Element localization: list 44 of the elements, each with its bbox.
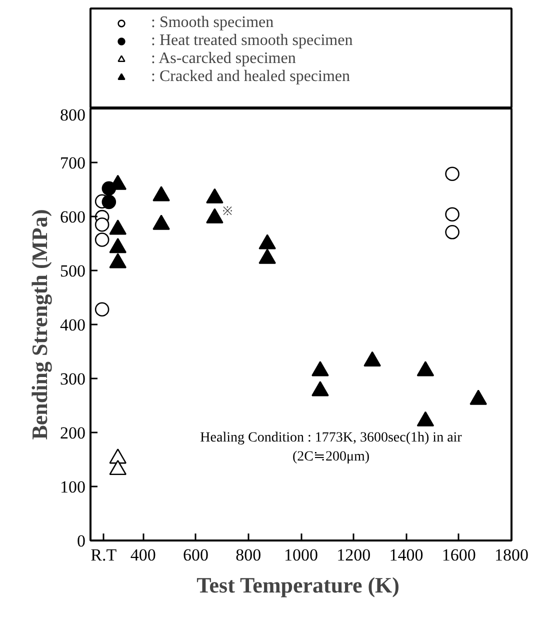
point: [109, 220, 127, 235]
y-tick-label: 700: [60, 154, 86, 172]
x-tick-label: 1800: [494, 546, 528, 564]
point: [364, 351, 381, 366]
annotation: (2C≒200μm): [292, 450, 370, 464]
point: [258, 248, 276, 264]
y-tick-label: 200: [60, 424, 86, 442]
legend-label: : As-carcked specimen: [151, 50, 296, 68]
point: [258, 234, 276, 250]
x-tick-label: 1000: [284, 546, 318, 564]
x-tick-label: 800: [236, 546, 262, 564]
x-tick-label: 1200: [336, 546, 371, 564]
y-tick-label: 600: [60, 208, 86, 226]
x-tick-label: 1400: [389, 546, 424, 564]
x-tick-label: 1600: [442, 546, 476, 564]
point: [109, 253, 127, 268]
point: [109, 448, 127, 464]
y-tick-label: 100: [60, 478, 86, 496]
legend-label: : Cracked and healed specimen: [151, 68, 350, 86]
legend-label: : Smooth specimen: [151, 14, 274, 32]
y-tick-label: 500: [60, 262, 86, 280]
x-axis-title: Test Temperature (K): [196, 572, 400, 598]
point: [312, 381, 329, 396]
point: [470, 390, 487, 405]
point: [312, 361, 329, 376]
y-tick-label: 800: [60, 106, 86, 124]
point: [206, 188, 224, 204]
point: [109, 460, 127, 476]
y-axis-title: Bending Strength (MPa): [27, 209, 52, 440]
point: [109, 238, 127, 254]
point: [206, 208, 224, 224]
x-tick-label: R.T: [90, 546, 118, 564]
y-tick-label: 400: [60, 316, 86, 334]
point: [152, 186, 170, 202]
x-tick-label: 600: [183, 546, 208, 564]
x-tick-label: 400: [130, 546, 156, 564]
annotation: ※: [222, 204, 233, 218]
annotation: Healing Condition : 1773K, 3600sec(1h) in air: [200, 430, 462, 446]
point: [152, 214, 170, 230]
y-tick-label: 300: [60, 370, 86, 388]
legend-label: : Heat treated smooth specimen: [151, 32, 353, 50]
point: [416, 411, 434, 426]
y-tick-label: 0: [77, 532, 86, 550]
point: [416, 361, 434, 376]
